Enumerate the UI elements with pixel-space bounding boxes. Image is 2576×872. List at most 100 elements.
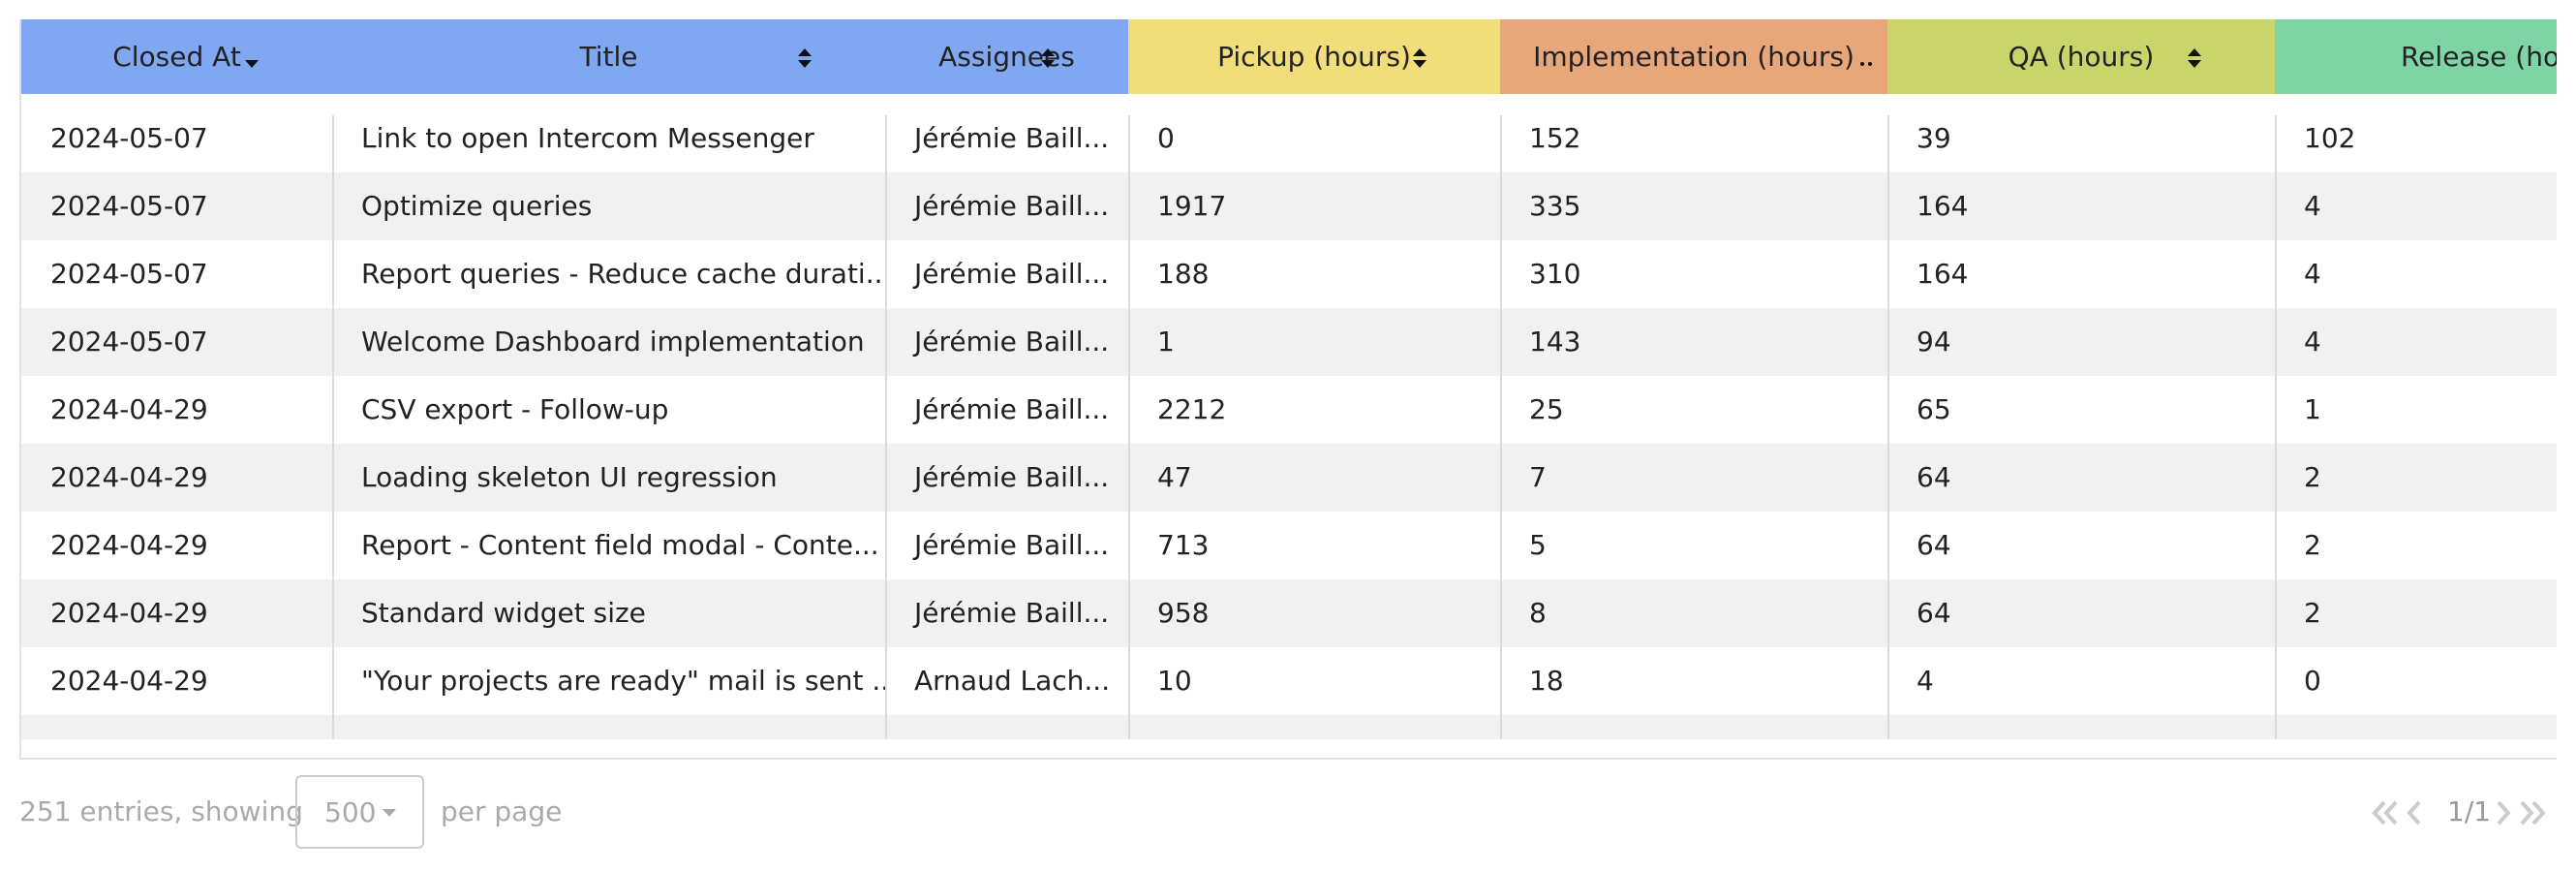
- table-cell: 2024-05-07: [50, 122, 208, 154]
- column-separator: [1887, 115, 1889, 739]
- table-cell: CSV export - Follow-up: [361, 393, 669, 425]
- table-cell: Standard widget size: [361, 597, 646, 629]
- table-cell: "Your projects are ready" mail is sent .…: [361, 665, 885, 697]
- column-header[interactable]: Assignees: [885, 19, 1128, 94]
- table-cell: 2: [2304, 597, 2321, 629]
- column-separator: [1128, 115, 1130, 739]
- table-cell: 1: [1157, 326, 1175, 358]
- table-cell: Jérémie Baill...: [914, 529, 1110, 561]
- column-separator: [2275, 115, 2277, 739]
- table-cell: 2024-05-07: [50, 258, 208, 290]
- table-row[interactable]: 2024-04-29 Report - Content field modal -…: [21, 512, 2557, 579]
- table-cell: 1: [2304, 393, 2321, 425]
- table-cell: 4: [2304, 258, 2321, 290]
- table-cell: Report queries - Reduce cache durati...: [361, 258, 885, 290]
- table-cell: 2212: [1157, 393, 1227, 425]
- table-cell: 4: [1917, 665, 1934, 697]
- table-row[interactable]: 2024-04-29 Standard widget size Jérémie Ba…: [21, 579, 2557, 647]
- table-cell: 10: [1157, 665, 1192, 697]
- entries-count: 251 entries, showing: [19, 795, 303, 827]
- table-cell: Jérémie Baill...: [914, 326, 1110, 358]
- header-text: Title: [579, 41, 638, 73]
- pagination-label: 1/1: [2447, 795, 2492, 827]
- table-cell: 152: [1529, 122, 1581, 154]
- table-cell: 47: [1157, 461, 1192, 493]
- table-cell: 2024-04-29: [50, 665, 208, 697]
- table-cell: 0: [1157, 122, 1175, 154]
- table-cell: Loading skeleton UI regression: [361, 461, 778, 493]
- header-text: Pickup (hours): [1217, 41, 1411, 73]
- page-size-select[interactable]: 500: [295, 775, 424, 849]
- table-cell: 164: [1917, 258, 1969, 290]
- table-cell: Welcome Dashboard implementation: [361, 326, 865, 358]
- header-text: Assignees: [938, 41, 1075, 73]
- table-cell: Report - Content field modal - Conte...: [361, 529, 879, 561]
- sort-icon[interactable]: [1858, 47, 1876, 70]
- header-text: Implementation (hours): [1533, 41, 1855, 73]
- next-last-buttons[interactable]: [2495, 800, 2572, 825]
- column-header[interactable]: QA (hours): [1887, 19, 2275, 94]
- table-cell: 39: [1917, 122, 1951, 154]
- table-cell: 2024-05-07: [50, 326, 208, 358]
- sort-icon[interactable]: [243, 47, 261, 70]
- table-cell: 7: [1529, 461, 1547, 493]
- table-cell: 4: [2304, 190, 2321, 222]
- table-cell: 94: [1917, 326, 1951, 358]
- table-cell: 1917: [1157, 190, 1227, 222]
- table-cell: 25: [1529, 393, 1564, 425]
- header-text: Release (hours): [2401, 41, 2557, 73]
- header-text: QA (hours): [2008, 41, 2155, 73]
- table-cell: Jérémie Baill...: [914, 597, 1110, 629]
- table-row: [21, 715, 2557, 739]
- column-separator: [1500, 115, 1502, 739]
- table-cell: 2024-05-07: [50, 190, 208, 222]
- table-cell: 188: [1157, 258, 1210, 290]
- table-cell: 310: [1529, 258, 1581, 290]
- column-header[interactable]: Pickup (hours): [1128, 19, 1500, 94]
- table-cell: 18: [1529, 665, 1564, 697]
- column-separator: [885, 115, 887, 739]
- table-cell: Link to open Intercom Messenger: [361, 122, 814, 154]
- table-cell: 64: [1917, 597, 1951, 629]
- table-cell: Jérémie Baill...: [914, 258, 1110, 290]
- sort-icon[interactable]: [2186, 47, 2203, 70]
- header-text: Closed At: [112, 41, 241, 73]
- table-cell: 713: [1157, 529, 1210, 561]
- table-row[interactable]: 2024-04-29 Loading skeleton UI regression…: [21, 444, 2557, 512]
- table-row[interactable]: 2024-05-07 Report queries - Reduce cache …: [21, 240, 2557, 308]
- table-row[interactable]: 2024-04-29 CSV export - Follow-up Jérémie …: [21, 376, 2557, 444]
- table-cell: Arnaud Lach...: [914, 665, 1111, 697]
- table-cell: 2: [2304, 461, 2321, 493]
- column-header[interactable]: Release (hours): [2275, 19, 2557, 94]
- column-header[interactable]: Title: [332, 19, 885, 94]
- table-cell: 958: [1157, 597, 1210, 629]
- table-cell: Optimize queries: [361, 190, 593, 222]
- sort-icon[interactable]: [1411, 47, 1428, 70]
- per-page-label: per page: [441, 795, 563, 827]
- column-header[interactable]: Implementation (hours): [1500, 19, 1887, 94]
- table-cell: 64: [1917, 529, 1951, 561]
- table-row[interactable]: 2024-05-07 Welcome Dashboard implementati…: [21, 308, 2557, 376]
- table-cell: 164: [1917, 190, 1969, 222]
- table-cell: 8: [1529, 597, 1547, 629]
- table-cell: 5: [1529, 529, 1547, 561]
- column-header[interactable]: Closed At: [21, 19, 332, 94]
- table-cell: Jérémie Baill...: [914, 190, 1110, 222]
- dropdown-caret: [383, 809, 396, 817]
- sort-icon[interactable]: [796, 47, 813, 70]
- table-row[interactable]: 2024-05-07 Optimize queries Jérémie Baill.…: [21, 172, 2557, 240]
- table-cell: 2024-04-29: [50, 461, 208, 493]
- table-row[interactable]: 2024-05-07 Link to open Intercom Messenge…: [21, 105, 2557, 172]
- sort-icon[interactable]: [1039, 47, 1057, 70]
- table-cell: Jérémie Baill...: [914, 122, 1110, 154]
- table-cell: 335: [1529, 190, 1581, 222]
- column-separator: [332, 115, 334, 739]
- data-table: Closed At Title Assignees Pickup (hours) Imp…: [19, 19, 2557, 760]
- table-cell: 2024-04-29: [50, 597, 208, 629]
- first-prev-buttons[interactable]: [2371, 800, 2448, 825]
- table-row[interactable]: 2024-04-29 "Your projects are ready" mail…: [21, 647, 2557, 715]
- table-cell: 0: [2304, 665, 2321, 697]
- table-cell: 65: [1917, 393, 1951, 425]
- table-cell: 2024-04-29: [50, 529, 208, 561]
